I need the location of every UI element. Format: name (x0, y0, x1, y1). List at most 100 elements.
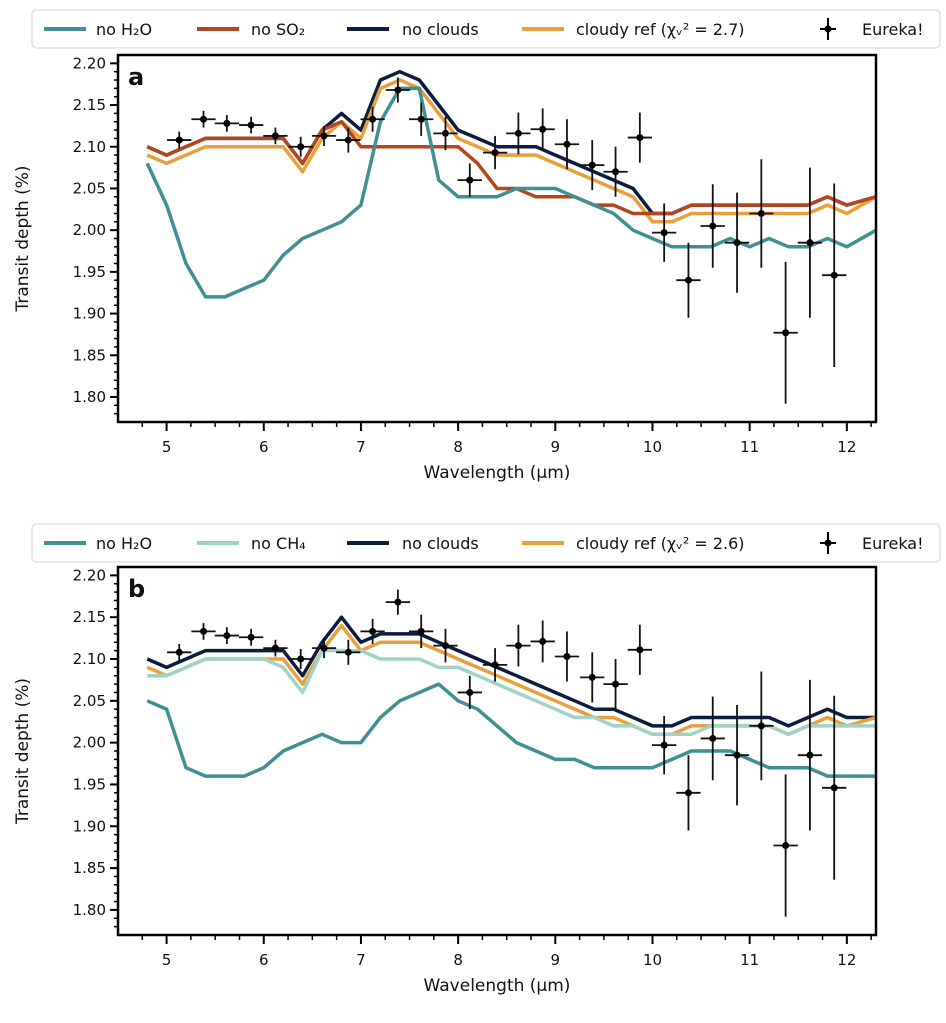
data-point-marker (491, 149, 499, 157)
data-point-marker (369, 115, 377, 123)
data-point (506, 112, 531, 155)
legend-label: Eureka! (862, 534, 924, 553)
data-point (336, 639, 361, 665)
data-point (603, 146, 628, 197)
data-point (433, 628, 458, 663)
data-point-marker (394, 598, 402, 606)
data-point (482, 648, 508, 682)
data-point-marker (684, 789, 692, 797)
data-point-marker (271, 644, 279, 652)
data-point-marker (660, 741, 668, 749)
y-tick-label: 2.20 (73, 54, 106, 72)
data-point-marker (223, 632, 231, 640)
y-tick-label: 2.05 (73, 179, 106, 197)
data-point (214, 627, 239, 644)
legend-marker (824, 25, 832, 33)
data-point (676, 755, 701, 831)
data-point (482, 135, 508, 170)
data-point (214, 115, 239, 132)
x-tick-label: 12 (837, 951, 856, 969)
data-point (749, 159, 774, 268)
data-point-marker (175, 648, 183, 656)
data-point-marker (344, 648, 352, 656)
data-point-marker (612, 168, 620, 176)
x-tick-label: 6 (259, 951, 269, 969)
data-point (530, 108, 555, 151)
y-tick-label: 1.80 (73, 388, 106, 406)
panel-a: no H₂O no SO₂ no clouds cloudy ref (χᵥ² = 2… (13, 9, 941, 483)
y-tick-label: 2.10 (73, 650, 106, 668)
series-line-cloudy-ref (146, 78, 876, 224)
legend-label: cloudy ref (χᵥ² = 2.7) (576, 20, 745, 39)
data-point-marker (320, 644, 328, 652)
data-point (409, 614, 434, 649)
data-point (457, 675, 482, 710)
data-point (652, 203, 677, 262)
x-tick-label: 12 (837, 438, 856, 456)
data-point-marker (733, 239, 741, 247)
data-point (773, 261, 798, 404)
y-tick-label: 1.85 (73, 346, 106, 364)
data-point-marker (200, 627, 208, 635)
y-tick-label: 2.15 (73, 96, 106, 114)
y-tick-label: 2.15 (73, 608, 106, 626)
data-point-marker (830, 784, 838, 792)
data-point (676, 242, 701, 318)
series-line-no-clouds (146, 615, 876, 728)
series-line-no-h-o (146, 682, 876, 778)
data-point (167, 643, 192, 661)
data-point-marker (175, 136, 183, 144)
legend-label: cloudy ref (χᵥ² = 2.6) (576, 534, 745, 553)
data-point-marker (200, 115, 208, 123)
data-point-marker (636, 646, 644, 654)
y-tick-label: 2.00 (73, 734, 106, 752)
data-point-marker (441, 642, 449, 650)
data-point-marker (539, 637, 547, 645)
data-point-marker (514, 642, 522, 650)
y-tick-label: 1.95 (73, 263, 106, 281)
data-point-marker (417, 627, 425, 635)
data-point (822, 183, 847, 367)
data-point (238, 116, 264, 134)
data-point-marker (709, 222, 717, 230)
data-point-marker (636, 134, 644, 142)
axes-frame (116, 53, 878, 424)
data-point-marker (320, 132, 328, 140)
data-point-marker (247, 633, 255, 641)
data-point (724, 705, 750, 806)
y-axis-label: Transit depth (%) (13, 678, 33, 825)
data-point (797, 679, 823, 831)
data-point-marker (297, 143, 305, 151)
data-point-marker (709, 734, 717, 742)
data-point-marker (782, 329, 790, 337)
data-point-marker (757, 722, 765, 730)
data-point-marker (539, 125, 547, 133)
x-tick-label: 9 (551, 438, 561, 456)
series-line-no-h-o (145, 86, 876, 299)
x-tick-label: 11 (740, 438, 759, 456)
data-point (311, 125, 337, 146)
series-line-no-ch- (147, 648, 876, 737)
axes-frame (116, 565, 878, 937)
data-point (603, 659, 628, 710)
data-point (288, 648, 313, 670)
x-tick-label: 11 (740, 951, 759, 969)
x-axis-label: Wavelength (μm) (424, 976, 571, 996)
panel-label: a (128, 63, 144, 91)
legend-label: no clouds (402, 534, 479, 553)
data-point (263, 127, 288, 145)
data-point (700, 184, 725, 268)
y-tick-label: 2.05 (73, 692, 106, 710)
data-point (700, 696, 725, 781)
legend-label: no CH₄ (251, 534, 306, 553)
data-point (288, 136, 313, 157)
panel-label: b (128, 575, 145, 603)
data-point-marker (660, 229, 668, 237)
data-point-marker (466, 176, 474, 184)
x-tick-label: 10 (643, 438, 662, 456)
legend-frame (31, 9, 941, 49)
legend-label: no clouds (402, 20, 479, 39)
data-point (580, 652, 605, 703)
legend-label: no SO₂ (251, 20, 305, 39)
